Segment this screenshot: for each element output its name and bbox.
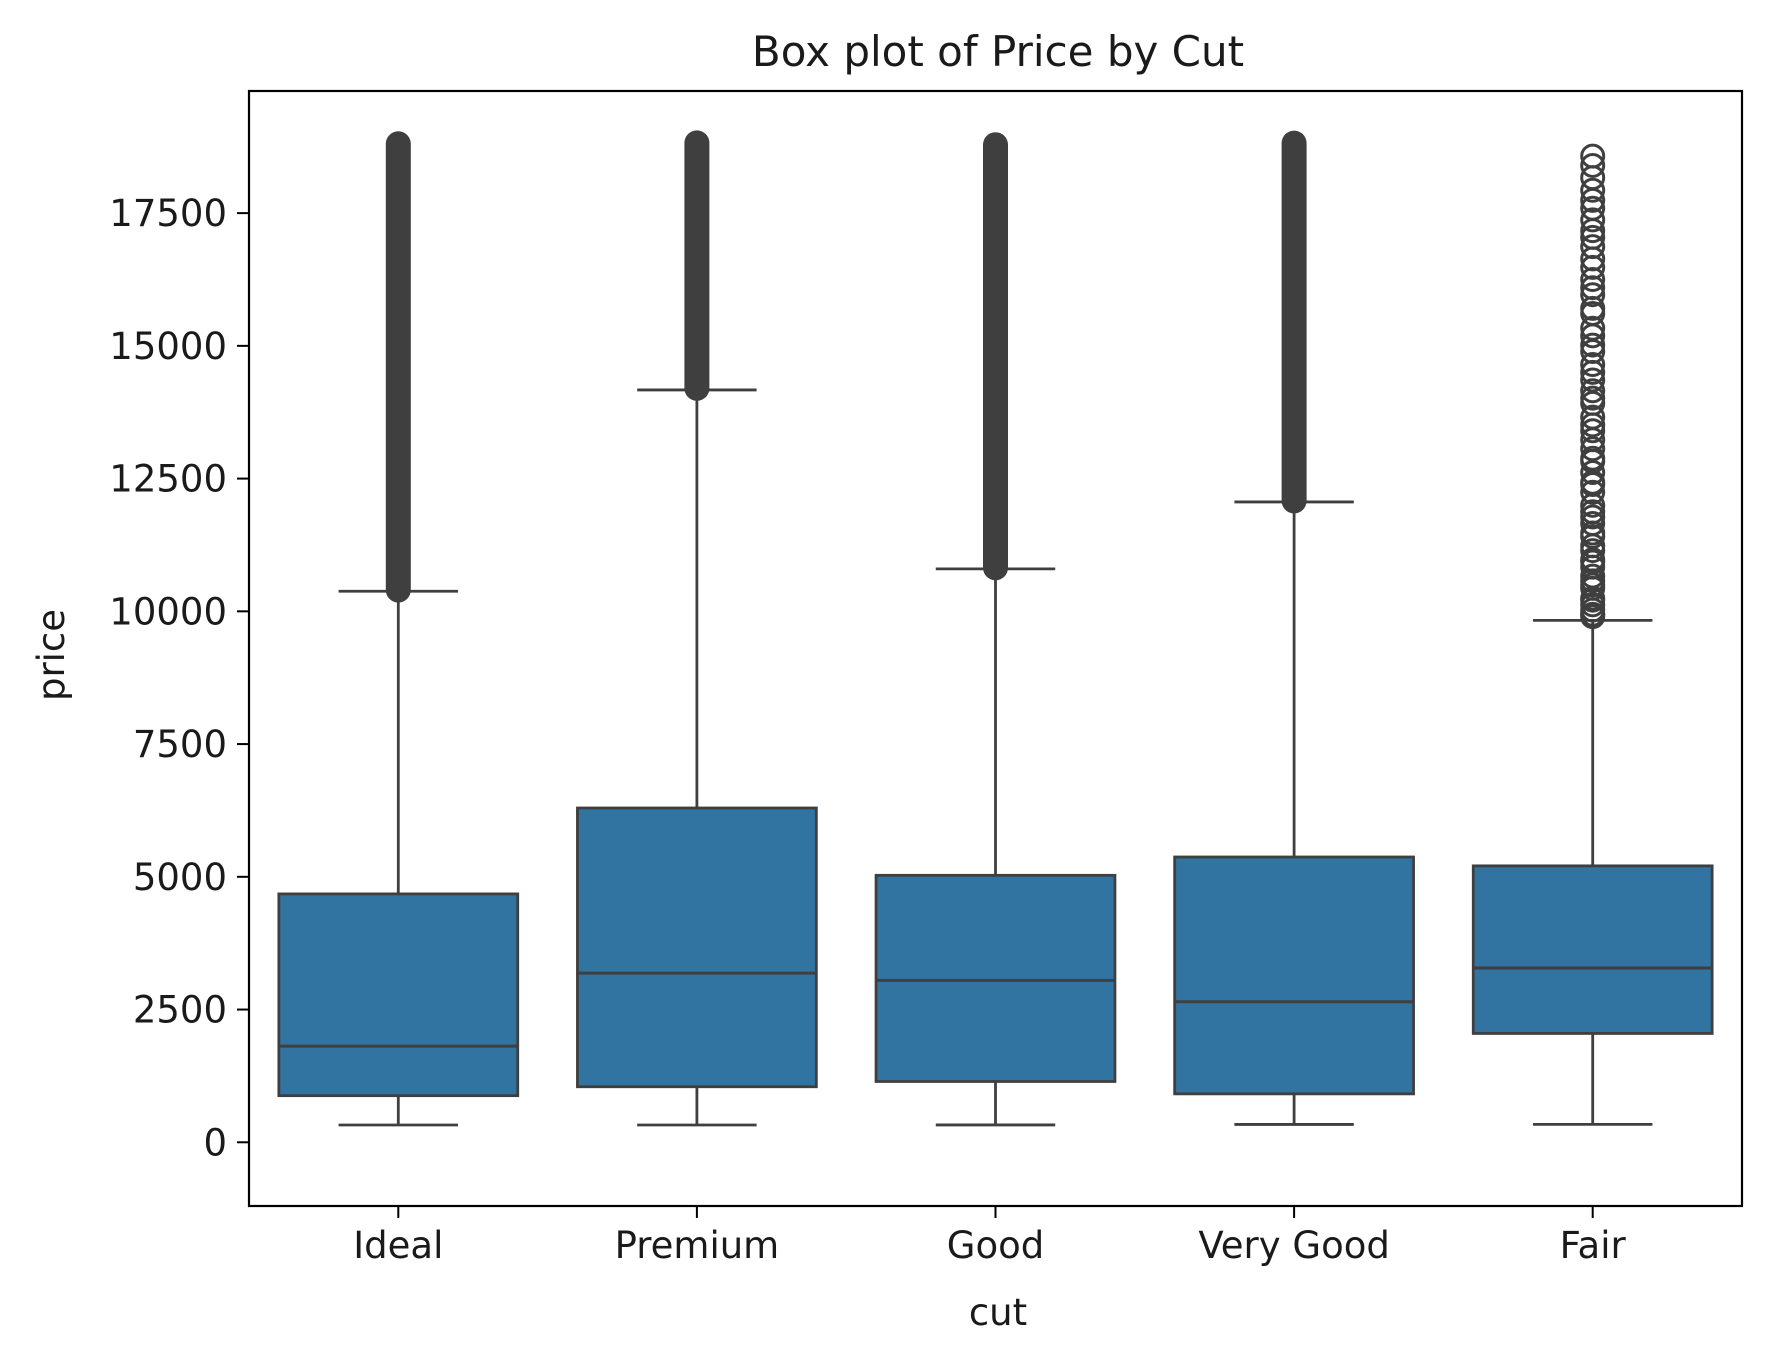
outlier-group (1580, 143, 1606, 630)
box-iqr (576, 806, 818, 1089)
box-group-fair (1471, 143, 1714, 1126)
y-axis-title: price (30, 609, 73, 701)
plot-area (277, 130, 1714, 1127)
outlier-point (1580, 207, 1606, 233)
outlier-point (1580, 315, 1606, 341)
box-iqr (874, 873, 1117, 1083)
box-group-premium (576, 130, 818, 1127)
outlier-point (1580, 352, 1606, 378)
y-tick-label: 7500 (133, 723, 227, 766)
x-tick-label: Premium (615, 1224, 780, 1267)
y-tick-label: 15000 (109, 325, 227, 368)
y-tick-label: 0 (203, 1121, 227, 1164)
outlier-point (1580, 195, 1606, 221)
x-tick-label: Fair (1560, 1224, 1627, 1267)
outlier-point (1580, 367, 1606, 393)
y-tick-label: 5000 (133, 856, 227, 899)
axes: 0 2500 5000 7500 10000 12500 15000 17500 Ideal Pr… (109, 89, 1744, 1267)
outlier-point (1580, 332, 1606, 358)
outlier-point (1580, 152, 1606, 178)
outlier-point (1580, 224, 1606, 250)
box-iqr (277, 892, 520, 1098)
outlier-point (1580, 282, 1606, 308)
outlier-point (1580, 404, 1606, 430)
x-tick-label: Ideal (353, 1224, 443, 1267)
y-tick-label: 2500 (133, 989, 227, 1032)
box-iqr (1471, 864, 1714, 1035)
outlier-point (1580, 143, 1606, 169)
x-tick-label: Very Good (1198, 1224, 1390, 1267)
x-tick-label: Good (947, 1224, 1044, 1267)
x-axis-title: cut (969, 1291, 1027, 1334)
outlier-point (1580, 445, 1606, 471)
outlier-point (1580, 275, 1606, 301)
outlier-point (1580, 378, 1606, 404)
outlier-point (1580, 479, 1606, 505)
y-tick-label: 10000 (109, 590, 227, 633)
box-group-ideal (277, 131, 520, 1127)
y-tick-label: 12500 (109, 458, 227, 501)
outlier-point (1580, 460, 1606, 486)
y-tick-label: 17500 (109, 192, 227, 235)
box-group-very-good (1173, 130, 1415, 1126)
box-group-good (874, 132, 1117, 1127)
outlier-point (1580, 385, 1606, 411)
outlier-point (1580, 177, 1606, 203)
chart-title: Box plot of Price by Cut (752, 27, 1244, 76)
outlier-point (1580, 563, 1606, 589)
box-iqr (1173, 855, 1415, 1096)
outlier-point (1580, 499, 1606, 525)
outlier-point (1580, 234, 1606, 260)
outlier-point (1580, 390, 1606, 416)
outlier-point (1580, 511, 1606, 537)
outlier-point (1580, 436, 1606, 462)
